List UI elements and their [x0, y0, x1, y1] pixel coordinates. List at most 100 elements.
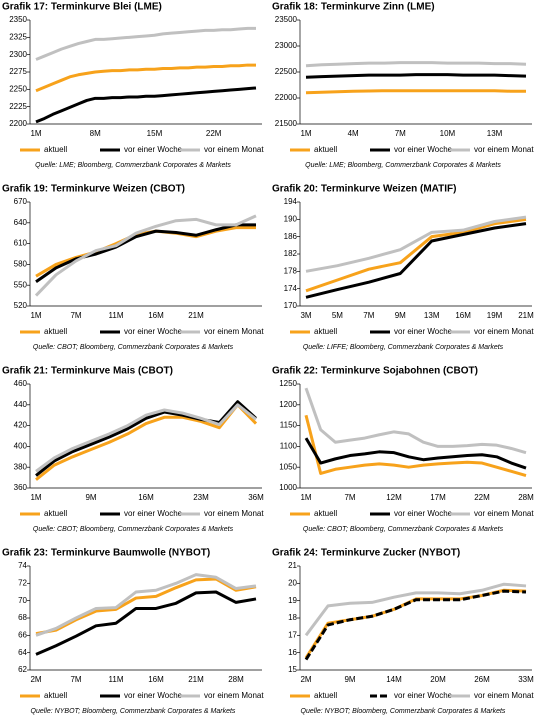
- x-tick-label: 1M: [30, 311, 41, 320]
- y-tick-label: 64: [18, 648, 27, 657]
- y-tick-label: 66: [18, 630, 27, 639]
- x-tick-label: 11M: [109, 675, 124, 684]
- series-line: [35, 403, 257, 473]
- x-tick-label: 21M: [518, 311, 534, 320]
- series-line: [304, 582, 527, 637]
- x-tick-label: 8M: [90, 129, 101, 138]
- x-tick-label: 23M: [193, 493, 209, 502]
- chart-title: Grafik 24: Terminkurve Zucker (NYBOT): [272, 548, 460, 559]
- series-line: [305, 61, 527, 68]
- series-line: [304, 414, 527, 477]
- source-note: Quelle: CBOT; Bloomberg, Commerzbank Cor…: [33, 526, 234, 533]
- legend-label: vor einem Monat: [204, 509, 264, 518]
- x-tick-label: 16M: [148, 311, 164, 320]
- chart-title: Grafik 18: Terminkurve Zinn (LME): [272, 2, 435, 13]
- source-note: Quelle: CBOT; Bloomberg, Commerzbank Cor…: [33, 344, 234, 351]
- series-line: [304, 437, 527, 470]
- y-tick-label: 190: [284, 214, 298, 223]
- y-tick-label: 170: [284, 301, 298, 310]
- x-tick-label: 1M: [300, 129, 311, 138]
- y-tick-label: 22000: [275, 93, 298, 102]
- x-tick-label: 19M: [487, 311, 503, 320]
- x-tick-label: 1M: [30, 129, 41, 138]
- series-line: [35, 590, 257, 656]
- x-tick-label: 2M: [300, 675, 311, 684]
- x-tick-label: 36M: [248, 493, 264, 502]
- y-tick-label: 2225: [9, 102, 27, 111]
- x-tick-label: 28M: [518, 493, 534, 502]
- x-tick-label: 1M: [30, 493, 41, 502]
- legend-label: vor einer Woche: [394, 145, 453, 154]
- legend-label: vor einem Monat: [204, 145, 264, 154]
- x-tick-label: 3M: [300, 311, 311, 320]
- x-tick-label: 33M: [518, 675, 534, 684]
- x-tick-label: 10M: [440, 129, 456, 138]
- x-tick-label: 22M: [474, 493, 490, 502]
- chart-title: Grafik 20: Terminkurve Weizen (MATIF): [272, 184, 456, 195]
- series-line: [305, 73, 527, 79]
- series-line: [35, 86, 257, 124]
- legend-label: aktuell: [44, 691, 67, 700]
- y-tick-label: 1150: [280, 421, 298, 430]
- y-tick-label: 22500: [275, 67, 298, 76]
- y-tick-label: 23500: [275, 15, 298, 24]
- y-tick-label: 1200: [279, 400, 297, 409]
- y-tick-label: 580: [14, 260, 28, 269]
- x-tick-label: 7M: [344, 493, 355, 502]
- source-note: Quelle: LIFFE; Bloomberg, Commerzbank Co…: [303, 344, 504, 351]
- series-line: [304, 589, 527, 661]
- x-tick-label: 9M: [85, 493, 96, 502]
- y-tick-label: 15: [288, 665, 297, 674]
- series-line: [35, 63, 256, 93]
- series-line: [35, 403, 258, 481]
- series-line: [35, 573, 257, 637]
- y-tick-label: 16: [288, 648, 297, 657]
- y-tick-label: 174: [284, 284, 298, 293]
- y-tick-label: 19: [288, 596, 297, 605]
- series-line: [35, 577, 257, 636]
- source-note: Quelle: LME; Bloomberg, Commerzbank Corp…: [305, 162, 501, 169]
- y-tick-label: 610: [14, 239, 28, 248]
- y-tick-label: 1000: [279, 483, 297, 492]
- y-tick-label: 360: [14, 483, 28, 492]
- y-tick-label: 2325: [9, 32, 27, 41]
- x-tick-label: 21M: [188, 675, 204, 684]
- chart-title: Grafik 19: Terminkurve Weizen (CBOT): [2, 184, 185, 195]
- x-tick-label: 28M: [228, 675, 244, 684]
- y-tick-label: 21: [288, 561, 297, 570]
- legend-label: aktuell: [44, 327, 67, 336]
- series-line: [305, 215, 527, 273]
- y-tick-label: 1050: [279, 462, 297, 471]
- y-tick-label: 640: [14, 218, 28, 227]
- chart-title: Grafik 23: Terminkurve Baumwolle (NYBOT): [2, 548, 210, 559]
- chart-title: Grafik 17: Terminkurve Blei (LME): [2, 2, 162, 13]
- y-tick-label: 182: [284, 249, 298, 258]
- legend-label: vor einem Monat: [474, 509, 534, 518]
- y-tick-label: 70: [18, 596, 27, 605]
- x-tick-label: 12M: [386, 493, 402, 502]
- y-tick-label: 670: [14, 197, 28, 206]
- series-line: [305, 217, 527, 293]
- y-tick-label: 23000: [275, 41, 298, 50]
- legend-label: aktuell: [314, 327, 337, 336]
- x-tick-label: 20M: [430, 675, 446, 684]
- x-tick-label: 7M: [395, 129, 406, 138]
- y-tick-label: 194: [284, 197, 298, 206]
- x-tick-label: 7M: [363, 311, 374, 320]
- legend-label: aktuell: [44, 509, 67, 518]
- x-tick-label: 9M: [344, 675, 355, 684]
- y-tick-label: 21500: [275, 119, 298, 128]
- x-tick-label: 16M: [455, 311, 471, 320]
- x-tick-label: 13M: [487, 129, 503, 138]
- legend-label: vor einem Monat: [204, 327, 264, 336]
- y-tick-label: 17: [288, 630, 297, 639]
- legend-label: vor einem Monat: [204, 691, 264, 700]
- legend-label: aktuell: [314, 145, 337, 154]
- y-tick-label: 2250: [9, 84, 27, 93]
- y-tick-label: 186: [284, 232, 298, 241]
- x-tick-label: 5M: [332, 311, 343, 320]
- x-tick-label: 17M: [430, 493, 446, 502]
- y-tick-label: 440: [14, 400, 28, 409]
- legend-label: vor einer Woche: [124, 327, 183, 336]
